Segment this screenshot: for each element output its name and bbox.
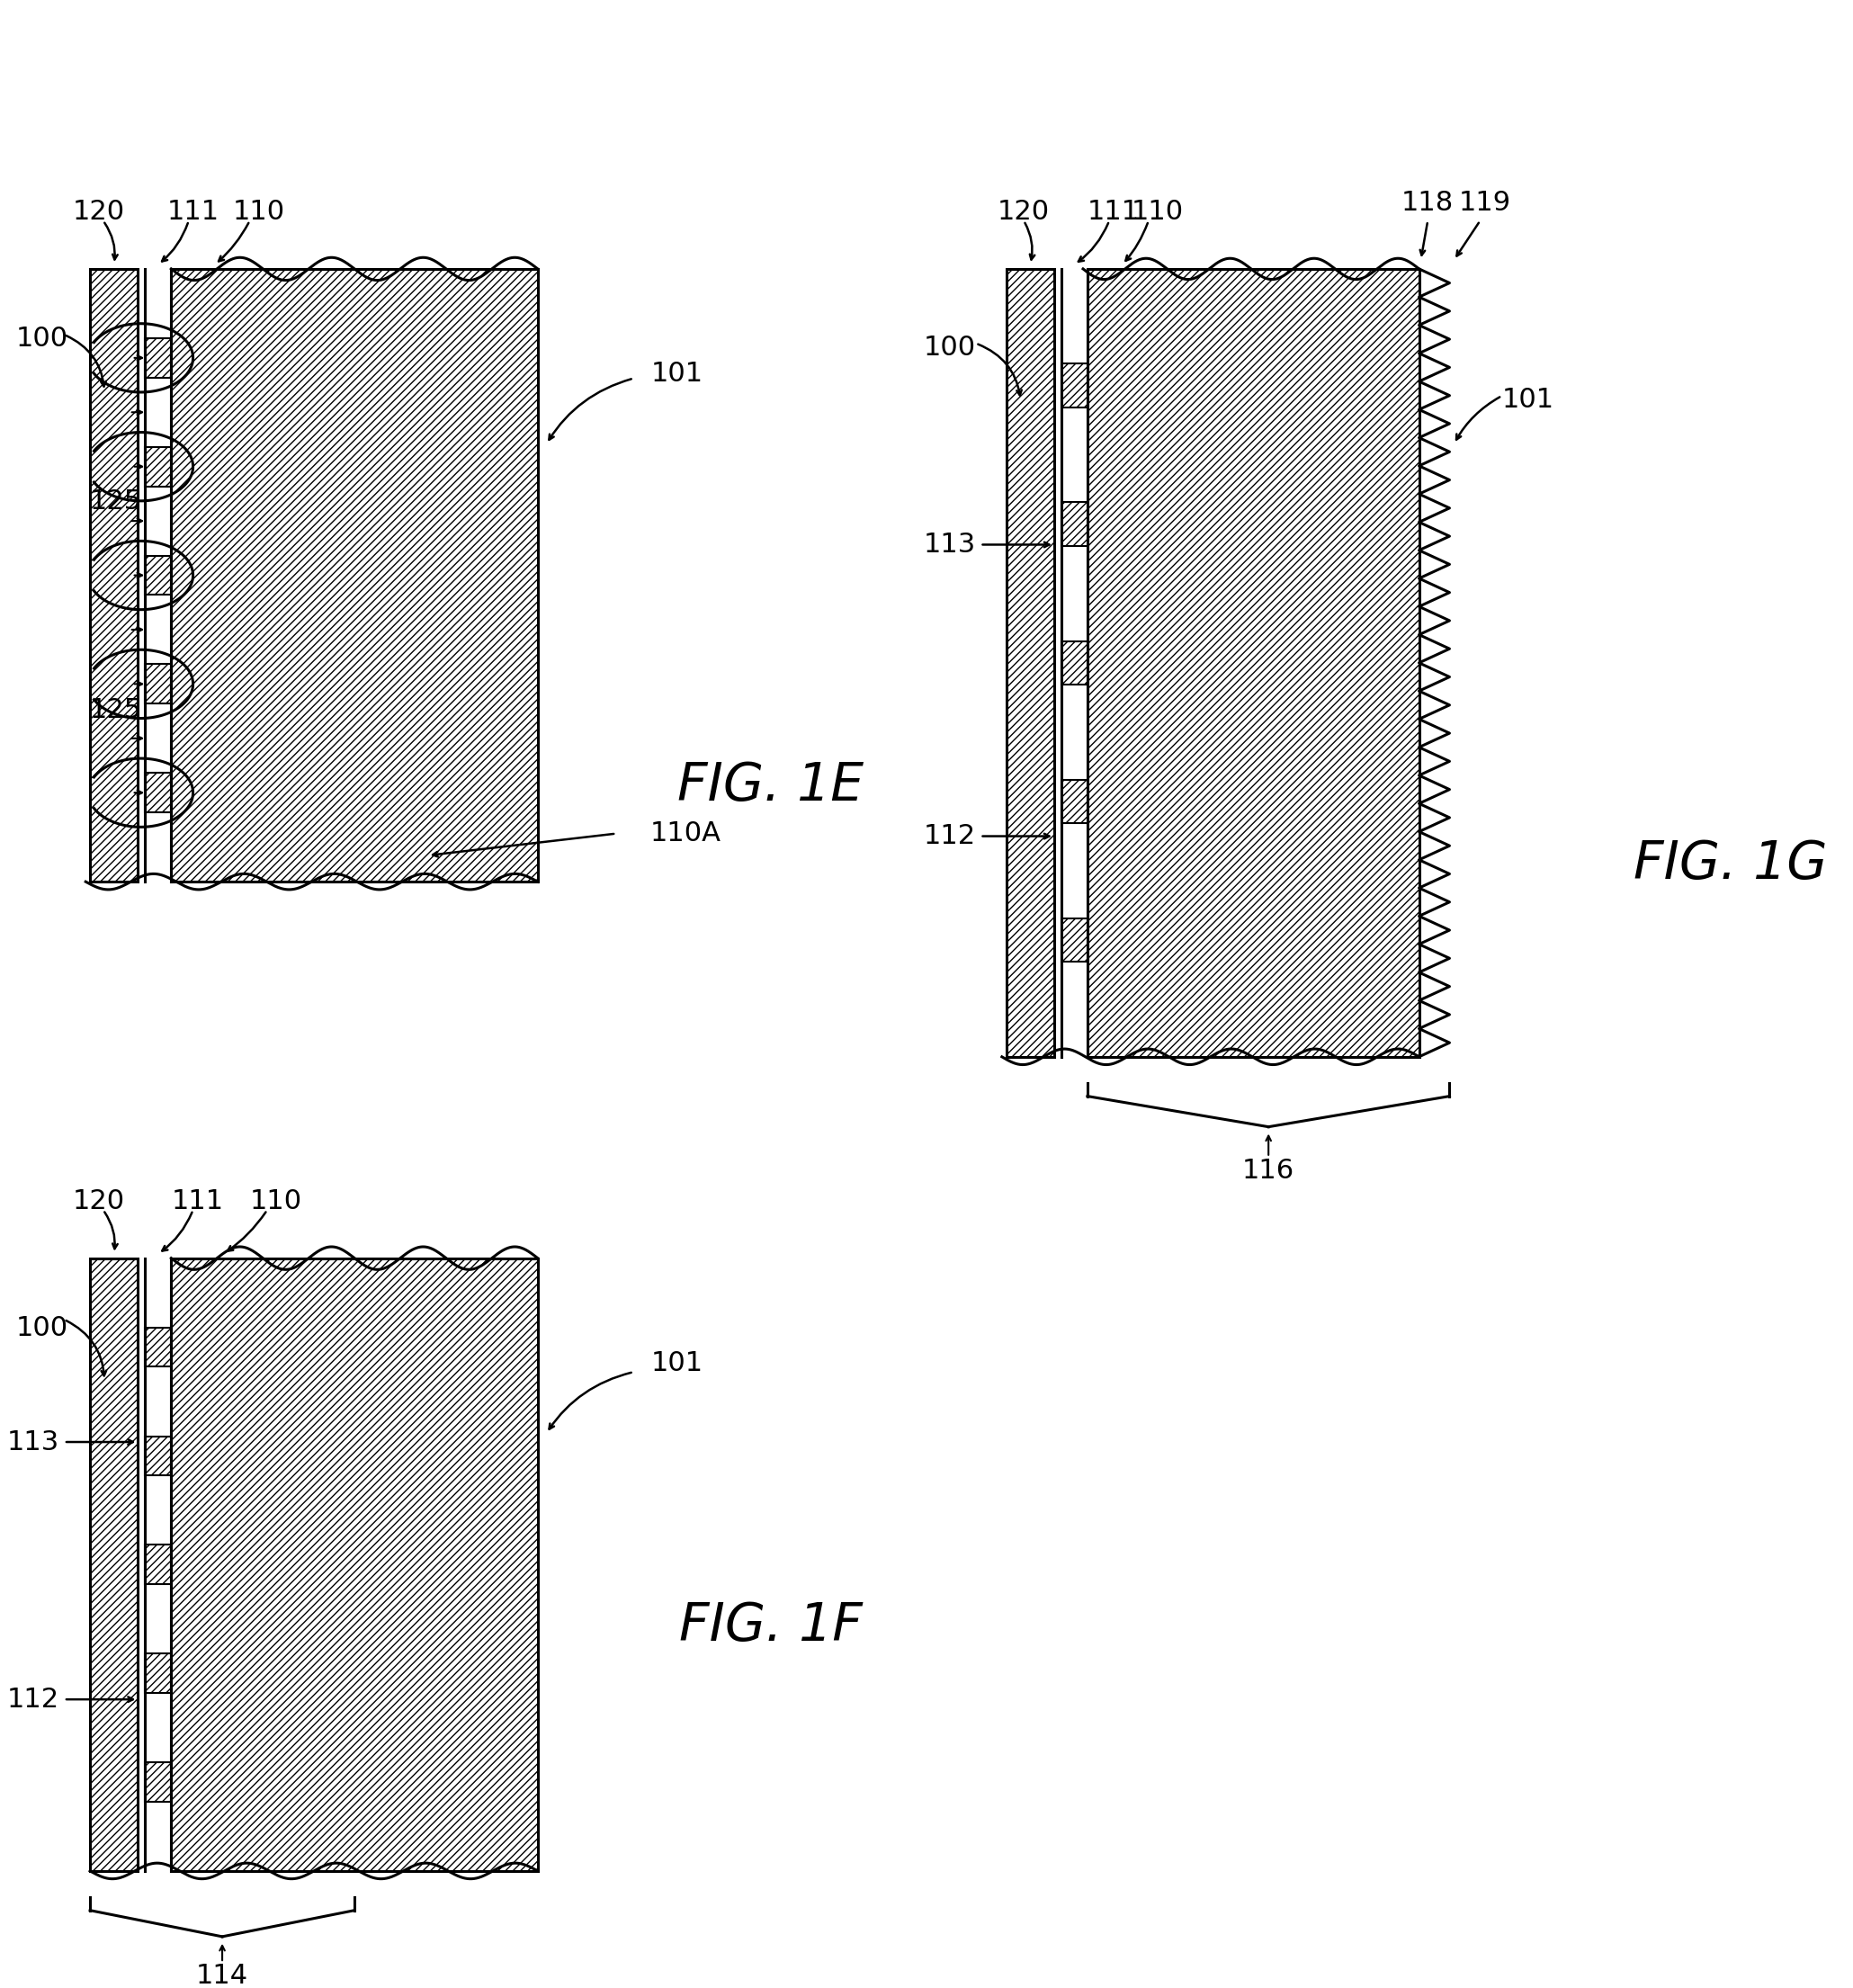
Bar xyxy=(145,1435,170,1475)
Text: 125: 125 xyxy=(91,698,143,724)
Bar xyxy=(91,268,137,883)
Text: FIG. 1G: FIG. 1G xyxy=(1634,839,1827,891)
Text: 111: 111 xyxy=(167,199,219,225)
Bar xyxy=(1088,268,1419,1058)
Bar xyxy=(145,664,170,704)
Bar xyxy=(145,447,170,487)
Bar xyxy=(145,773,170,813)
Text: FIG. 1E: FIG. 1E xyxy=(678,759,863,811)
Text: 110: 110 xyxy=(232,199,285,225)
Bar xyxy=(145,338,170,378)
Text: 120: 120 xyxy=(72,1189,124,1215)
Text: 101: 101 xyxy=(650,1350,704,1376)
Text: 125: 125 xyxy=(91,489,143,515)
Text: 112: 112 xyxy=(7,1686,59,1712)
Bar xyxy=(170,1258,537,1871)
Bar xyxy=(1062,640,1088,684)
Bar xyxy=(145,1761,170,1801)
Text: 100: 100 xyxy=(17,326,69,352)
Text: 113: 113 xyxy=(923,531,977,559)
Text: 120: 120 xyxy=(72,199,124,225)
Bar xyxy=(1062,503,1088,547)
Text: 119: 119 xyxy=(1458,191,1510,217)
Text: 120: 120 xyxy=(997,199,1051,225)
Text: 111: 111 xyxy=(1088,199,1140,225)
Bar xyxy=(1062,364,1088,408)
Bar xyxy=(145,1328,170,1368)
Text: 113: 113 xyxy=(7,1429,59,1455)
Text: 100: 100 xyxy=(923,334,977,360)
Text: 110: 110 xyxy=(1130,199,1184,225)
Text: 111: 111 xyxy=(170,1189,224,1215)
Bar xyxy=(145,1545,170,1584)
Bar xyxy=(91,1258,137,1871)
Text: 110: 110 xyxy=(250,1189,302,1215)
Bar xyxy=(145,1654,170,1694)
Bar xyxy=(145,555,170,594)
Bar xyxy=(1006,268,1054,1058)
Bar xyxy=(1419,268,1455,1058)
Text: 112: 112 xyxy=(923,823,977,849)
Text: FIG. 1F: FIG. 1F xyxy=(678,1600,862,1652)
Bar xyxy=(1062,918,1088,962)
Text: 114: 114 xyxy=(196,1962,248,1988)
Bar xyxy=(1062,779,1088,823)
Text: 110A: 110A xyxy=(650,821,721,847)
Bar xyxy=(170,268,537,883)
Text: 100: 100 xyxy=(17,1316,69,1342)
Text: 116: 116 xyxy=(1242,1157,1295,1183)
Text: 118: 118 xyxy=(1401,191,1455,217)
Text: 101: 101 xyxy=(650,362,704,388)
Text: 101: 101 xyxy=(1503,388,1555,414)
